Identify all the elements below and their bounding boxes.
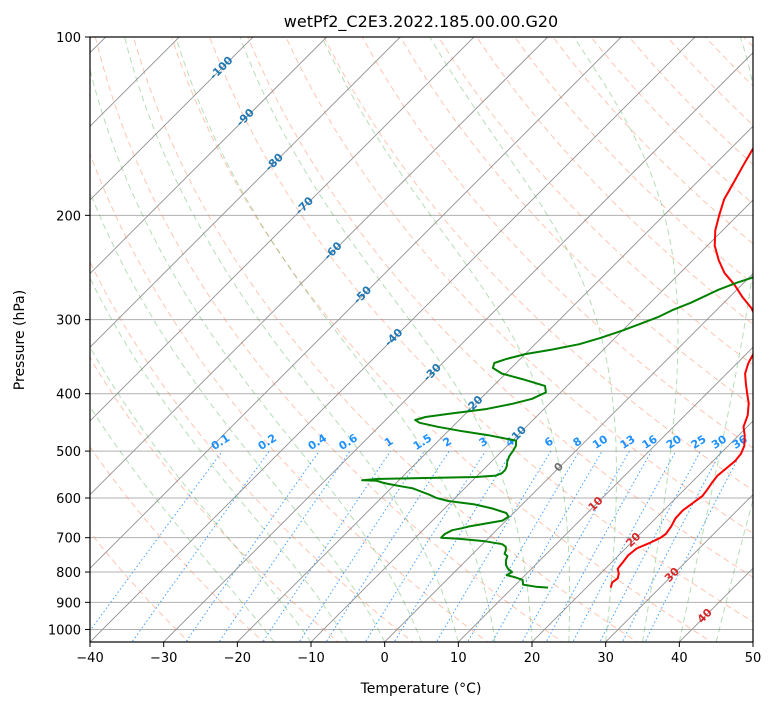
dry-adiabat-line (209, 37, 753, 623)
mixing-ratio-line (218, 450, 351, 642)
dry-adiabat-line (437, 37, 753, 366)
y-tick-label: 300 (56, 314, 81, 329)
moist-adiabat-line (175, 37, 496, 642)
dry-adiabat-line (90, 260, 414, 642)
x-tick-label: 30 (597, 651, 614, 666)
moist-adiabat-line (90, 67, 422, 642)
dewpoint-profile-line (361, 276, 753, 589)
isotherm-line (604, 493, 753, 642)
moist-adiabat-line (321, 37, 571, 642)
mixing-ratio-line (325, 450, 450, 642)
x-tick-label: −30 (150, 651, 177, 666)
dry-adiabat-line (514, 37, 753, 285)
moist-adiabat-line (715, 498, 753, 642)
mixing-ratio-line (466, 450, 580, 642)
y-tick-label: 100 (56, 31, 81, 46)
temperature-profile-line (609, 146, 753, 588)
y-tick-label: 900 (56, 596, 81, 611)
mixing-ratio-line (131, 450, 270, 642)
x-tick-label: 50 (745, 651, 762, 666)
mixing-ratio-line (262, 450, 392, 642)
y-tick-label: 600 (56, 492, 81, 507)
mixing-ratio-line (621, 450, 722, 642)
moist-adiabat-line (573, 37, 679, 642)
y-tick-label: 200 (56, 209, 81, 224)
isotherm-line (90, 37, 328, 275)
isotherm-line (531, 420, 753, 642)
moist-adiabat-line (90, 346, 312, 642)
x-tick-label: −10 (297, 651, 324, 666)
dry-adiabat-line (132, 37, 638, 642)
mixing-ratio-line (90, 450, 223, 632)
moist-adiabat-line (124, 37, 459, 642)
x-tick-label: −20 (224, 651, 251, 666)
dry-adiabat-line (476, 37, 753, 325)
dry-adiabat-line (285, 37, 753, 535)
x-axis-label: Temperature (°C) (360, 681, 482, 697)
moist-adiabat-line (429, 37, 617, 642)
x-tick-label: 10 (450, 651, 467, 666)
chart-title: wetPf2_C2E3.2022.185.00.00.G20 (284, 12, 558, 32)
mixing-ratio-line (298, 450, 425, 642)
isotherm-line (236, 125, 753, 642)
profiles (361, 146, 753, 589)
y-axis-ticks: 100 200 300 400 500 600 700 800 900 1000 (48, 31, 90, 638)
x-tick-label: 20 (524, 651, 541, 666)
x-tick-label: 0 (381, 651, 389, 666)
y-axis-label: Pressure (hPa) (12, 290, 28, 390)
x-tick-label: 40 (671, 651, 688, 666)
isotherm-line (90, 37, 696, 642)
dry-adiabat-line (171, 37, 713, 642)
moist-adiabat-line (90, 190, 386, 642)
isotherm-line (90, 37, 254, 201)
isotherm-line (90, 37, 622, 569)
mixing-ratio-line (393, 450, 513, 642)
isotherms (90, 37, 753, 642)
dry-adiabat-line (323, 37, 753, 491)
mixing-ratio-line (185, 450, 320, 642)
mixing-ratio-line (599, 450, 701, 642)
dry-adiabat-line (90, 356, 339, 642)
isotherm-line (90, 37, 401, 348)
dry-adiabat-line (90, 152, 489, 642)
y-tick-label: 800 (56, 566, 81, 581)
isotherm-line (90, 37, 549, 496)
moist-adiabat-line (90, 405, 275, 642)
mixing-ratio-line (364, 450, 486, 642)
isotherm-line (310, 199, 753, 642)
dry-adiabat-line (90, 446, 265, 642)
y-tick-label: 1000 (48, 623, 81, 638)
y-tick-label: 700 (56, 532, 81, 547)
x-axis-ticks: −40 −30 −20 −10 0 10 20 30 40 50 (76, 642, 761, 666)
mixing-ratio-line (572, 450, 677, 642)
dry-adiabat-line (399, 37, 753, 407)
isotherm-line (90, 37, 475, 422)
moist-adiabat-line (239, 37, 533, 642)
x-tick-label: −40 (76, 651, 103, 666)
moist-adiabat-line (90, 277, 349, 642)
grid-lines (90, 37, 753, 630)
y-tick-label: 400 (56, 388, 81, 403)
dry-adiabat-line (94, 37, 564, 642)
mixing-ratio-lines (90, 450, 743, 642)
moist-adiabats (90, 37, 753, 642)
dry-adiabat-line (247, 37, 753, 578)
y-tick-label: 500 (56, 445, 81, 460)
isotherm-line (162, 52, 753, 642)
plot-frame (89, 36, 754, 643)
dry-adiabat-line (361, 37, 753, 449)
moist-adiabat-line (678, 37, 753, 642)
isotherm-line (457, 346, 753, 642)
dry-adiabats (90, 37, 753, 642)
